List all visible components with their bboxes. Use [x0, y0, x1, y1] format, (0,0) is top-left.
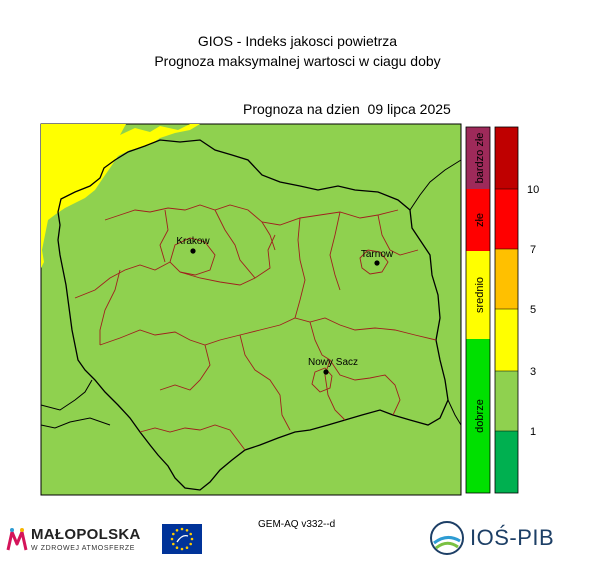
city-marker-krakow	[190, 248, 196, 254]
legend-label-dobrze: dobrze	[474, 399, 486, 433]
scale-tick-3: 3	[530, 366, 536, 378]
eu-flag-icon	[162, 524, 202, 554]
scale-tick-7: 7	[530, 244, 536, 256]
scale-legend: 10 7 5 3 1	[494, 126, 539, 494]
city-label-nowy-sacz: Nowy Sacz	[308, 357, 358, 368]
scale-tick-10: 10	[527, 184, 539, 196]
eu-stars-icon	[170, 527, 194, 551]
outer-border-se	[447, 399, 462, 426]
scale-band-1	[495, 127, 518, 189]
malopolska-logo: MAŁOPOLSKA W ZDROWEJ ATMOSFERZE	[6, 524, 156, 558]
city-label-krakow: Krakow	[176, 236, 210, 247]
scale-band-3	[495, 249, 518, 309]
ios-pib-name: IOŚ-PIB	[470, 525, 555, 550]
scale-tick-5: 5	[530, 304, 536, 316]
scale-band-6	[495, 431, 518, 493]
malopolska-mark-icon	[6, 528, 28, 551]
map-frame	[40, 123, 462, 496]
scale-band-2	[495, 189, 518, 249]
outer-border-ne	[409, 159, 462, 211]
city-label-tarnow: Tarnow	[361, 249, 394, 260]
outer-border-sw	[40, 379, 93, 411]
district-borders	[74, 204, 437, 451]
map-subtitle: Prognoza maksymalnej wartosci w ciagu do…	[154, 53, 441, 69]
legend-label-srednio: srednio	[474, 277, 486, 313]
moderate-region	[41, 124, 200, 268]
scale-band-5	[495, 371, 518, 431]
legend-zle	[466, 189, 490, 251]
legend-srednio	[466, 251, 490, 339]
scale-tick-1: 1	[530, 426, 536, 438]
model-version: GEM-AQ v332--d	[258, 519, 336, 530]
map-title: GIOS - Indeks jakosci powietrza	[197, 33, 398, 49]
outer-border-s	[40, 417, 111, 429]
city-marker-tarnow	[374, 260, 380, 266]
ios-pib-mark-icon	[430, 521, 464, 555]
legend-label-zle: złe	[474, 213, 486, 227]
malopolska-tagline: W ZDROWEJ ATMOSFERZE	[31, 545, 136, 552]
category-legend: bardzo złe złe srednio dobrze	[465, 126, 491, 494]
malopolska-name: MAŁOPOLSKA	[31, 526, 141, 543]
forecast-date: Prognoza na dzien 09 lipca 2025	[243, 101, 451, 117]
legend-dobrze	[466, 339, 490, 493]
legend-label-bardzo-zle: bardzo złe	[474, 133, 486, 184]
legend-bardzo-zle	[466, 127, 490, 189]
scale-band-4	[495, 309, 518, 371]
city-marker-nowy-sacz	[323, 369, 329, 375]
ios-pib-logo: IOŚ-PIB	[428, 519, 568, 557]
